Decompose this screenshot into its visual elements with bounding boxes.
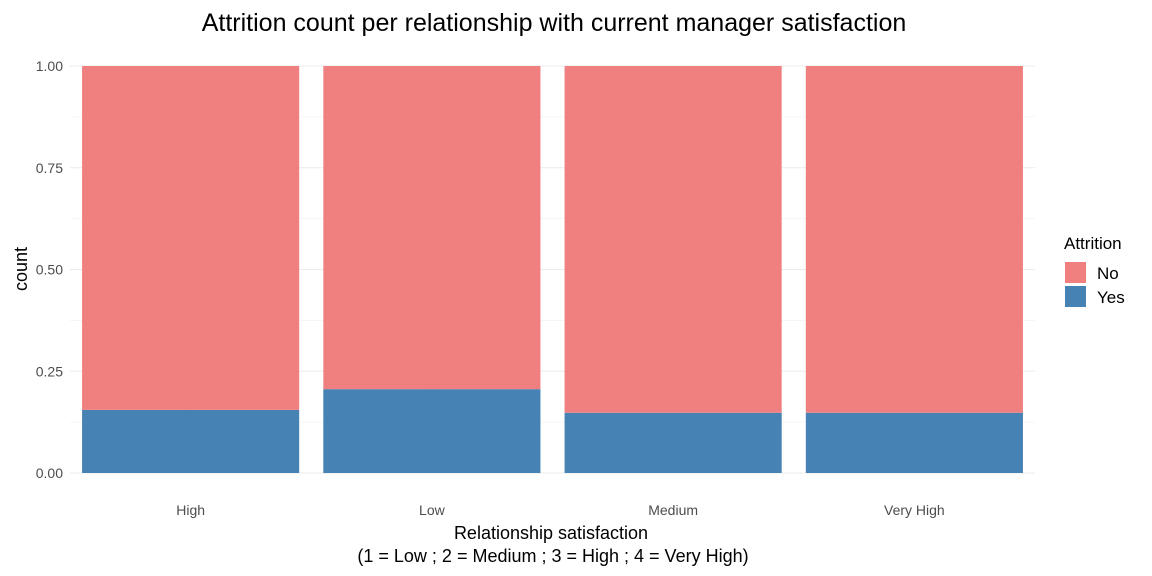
- y-tick-label: 0.00: [36, 465, 63, 481]
- y-tick-label: 0.50: [36, 262, 63, 278]
- bar-low-yes: [323, 389, 541, 473]
- legend-title: Attrition: [1064, 234, 1122, 253]
- chart-title: Attrition count per relationship with cu…: [202, 9, 907, 37]
- legend-key-yes: [1065, 286, 1086, 307]
- x-tick-label: Medium: [648, 502, 698, 518]
- y-tick-label: 0.25: [36, 363, 63, 379]
- y-tick-label: 1.00: [36, 58, 63, 74]
- legend: Attrition No Yes: [1064, 234, 1125, 307]
- y-axis-title: count: [11, 247, 31, 291]
- x-axis-title-line2: (1 = Low ; 2 = Medium ; 3 = High ; 4 = V…: [357, 546, 748, 566]
- y-axis-ticks: 0.00 0.25 0.50 0.75 1.00: [36, 58, 63, 481]
- bar-very-high-no: [805, 66, 1023, 413]
- bar-medium-yes: [564, 412, 782, 473]
- x-tick-label: Very High: [884, 502, 945, 518]
- legend-label-no: No: [1097, 264, 1119, 283]
- x-tick-label: High: [176, 502, 205, 518]
- bar-low-no: [323, 66, 541, 390]
- bar-high-yes: [82, 409, 300, 473]
- legend-label-yes: Yes: [1097, 288, 1125, 307]
- bar-very-high-yes: [805, 412, 1023, 473]
- x-axis-ticks: High Low Medium Very High: [176, 502, 945, 518]
- bar-high-no: [82, 66, 300, 410]
- legend-key-no: [1065, 262, 1086, 283]
- bar-medium-no: [564, 66, 782, 413]
- bars: [82, 66, 1023, 473]
- y-tick-label: 0.75: [36, 160, 63, 176]
- x-tick-label: Low: [419, 502, 446, 518]
- x-axis-title: Relationship satisfaction: [454, 523, 648, 543]
